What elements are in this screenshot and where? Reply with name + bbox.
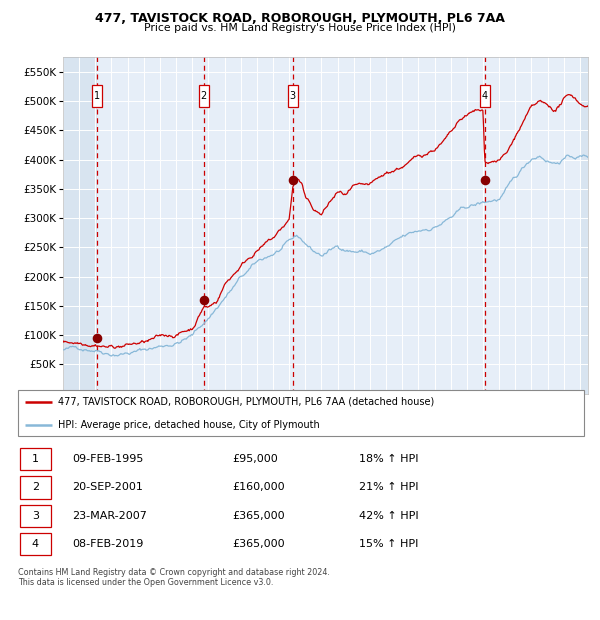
- Bar: [63, 57, 97, 394]
- FancyBboxPatch shape: [480, 85, 490, 107]
- Text: 3: 3: [290, 91, 296, 101]
- Text: 08-FEB-2019: 08-FEB-2019: [73, 539, 143, 549]
- Bar: [580, 57, 588, 394]
- Text: 2: 2: [32, 482, 39, 492]
- Point: [288, 175, 298, 185]
- Text: 20-SEP-2001: 20-SEP-2001: [73, 482, 143, 492]
- Text: 4: 4: [482, 91, 488, 101]
- Text: 23-MAR-2007: 23-MAR-2007: [73, 511, 147, 521]
- FancyBboxPatch shape: [18, 390, 584, 436]
- Text: 15% ↑ HPI: 15% ↑ HPI: [359, 539, 418, 549]
- Text: 09-FEB-1995: 09-FEB-1995: [73, 454, 143, 464]
- Point: [92, 333, 102, 343]
- FancyBboxPatch shape: [20, 533, 51, 556]
- Text: 21% ↑ HPI: 21% ↑ HPI: [359, 482, 418, 492]
- Text: Price paid vs. HM Land Registry's House Price Index (HPI): Price paid vs. HM Land Registry's House …: [144, 23, 456, 33]
- Text: 2: 2: [201, 91, 207, 101]
- Text: 4: 4: [32, 539, 39, 549]
- Text: 1: 1: [32, 454, 39, 464]
- Text: 477, TAVISTOCK ROAD, ROBOROUGH, PLYMOUTH, PL6 7AA (detached house): 477, TAVISTOCK ROAD, ROBOROUGH, PLYMOUTH…: [58, 397, 434, 407]
- Text: £365,000: £365,000: [233, 539, 286, 549]
- Text: 42% ↑ HPI: 42% ↑ HPI: [359, 511, 418, 521]
- FancyBboxPatch shape: [92, 85, 102, 107]
- Text: 1: 1: [94, 91, 100, 101]
- Text: £365,000: £365,000: [233, 511, 286, 521]
- Text: 18% ↑ HPI: 18% ↑ HPI: [359, 454, 418, 464]
- Point: [480, 175, 490, 185]
- Text: 477, TAVISTOCK ROAD, ROBOROUGH, PLYMOUTH, PL6 7AA: 477, TAVISTOCK ROAD, ROBOROUGH, PLYMOUTH…: [95, 12, 505, 25]
- FancyBboxPatch shape: [20, 448, 51, 471]
- FancyBboxPatch shape: [20, 476, 51, 498]
- FancyBboxPatch shape: [288, 85, 298, 107]
- Text: 3: 3: [32, 511, 39, 521]
- FancyBboxPatch shape: [20, 505, 51, 527]
- Point: [199, 295, 209, 305]
- Text: Contains HM Land Registry data © Crown copyright and database right 2024.
This d: Contains HM Land Registry data © Crown c…: [18, 568, 330, 587]
- FancyBboxPatch shape: [199, 85, 209, 107]
- Text: HPI: Average price, detached house, City of Plymouth: HPI: Average price, detached house, City…: [58, 420, 320, 430]
- Text: £95,000: £95,000: [233, 454, 278, 464]
- Text: £160,000: £160,000: [233, 482, 286, 492]
